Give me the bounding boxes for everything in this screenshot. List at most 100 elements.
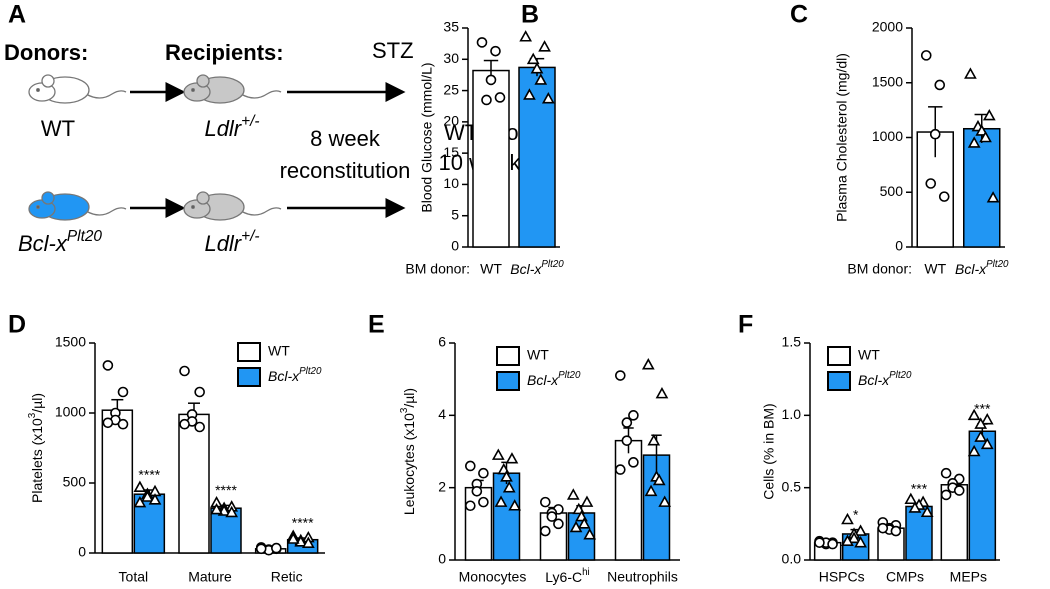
data-point <box>546 511 558 522</box>
data-point <box>652 473 666 486</box>
y-tick-label: 2000 <box>872 19 903 35</box>
x-tick-label: WT <box>924 261 946 277</box>
data-point <box>940 489 952 501</box>
x-tick-label: Monocytes <box>459 569 527 585</box>
mouse-eye <box>36 88 40 92</box>
x-tick-label: Total <box>119 569 149 585</box>
y-axis-label: Plasma Cholesterol (mg/dl) <box>834 53 850 222</box>
y-tick-label: 35 <box>443 19 459 35</box>
legend-swatch <box>827 346 851 366</box>
y-tick-label: 500 <box>63 474 87 490</box>
data-point <box>938 191 950 202</box>
data-point <box>967 136 981 148</box>
y-axis-label-part: Leukocytes (x10 <box>401 413 417 515</box>
mouse-eye <box>191 205 195 209</box>
significance-label: **** <box>292 515 314 531</box>
y-tick-label: 20 <box>443 113 459 129</box>
donors-label: Donors: <box>4 40 88 65</box>
y-tick-label: 30 <box>443 50 459 66</box>
x-axis-label: BM donor: <box>405 261 470 277</box>
bar <box>178 413 210 554</box>
y-axis-label-part: 3 <box>399 407 410 413</box>
data-point <box>540 496 551 508</box>
x-tick-label: Ly6-Chi <box>545 567 589 585</box>
data-point <box>974 417 988 429</box>
bar <box>101 409 134 554</box>
mouse-tail <box>240 207 282 216</box>
x-tick-label: HSPCs <box>819 569 865 585</box>
panel-label: C <box>790 1 808 29</box>
legend-label: WT <box>527 347 549 363</box>
significance-label: **** <box>215 482 237 498</box>
data-point <box>580 495 594 507</box>
data-point <box>485 74 497 86</box>
data-point <box>502 481 516 493</box>
legend-swatch <box>237 342 261 362</box>
mouse-icon <box>28 191 127 221</box>
data-point <box>929 128 941 140</box>
data-point <box>102 360 114 371</box>
y-tick-label: 1500 <box>872 73 903 89</box>
donor-label: WT <box>41 116 75 141</box>
data-point <box>628 457 639 468</box>
x-tick-label: Retic <box>271 569 303 585</box>
data-point <box>500 470 513 482</box>
mouse-ear <box>196 191 210 205</box>
legend-label: Bcl-xPlt20 <box>268 366 322 384</box>
x-tick-label-part: hi <box>582 567 590 578</box>
data-point <box>476 37 488 48</box>
x-tick-label: CMPs <box>886 569 924 585</box>
data-point <box>621 435 633 446</box>
x-tick-label-part: Ly6-C <box>545 569 582 585</box>
legend-label-part: Bcl-x <box>858 372 890 388</box>
data-point <box>904 492 918 505</box>
x-tick-label: Neutrophils <box>607 569 678 585</box>
data-point <box>814 537 825 548</box>
data-point <box>925 178 937 189</box>
x-tick-label-part: Plt20 <box>541 259 564 270</box>
y-tick-label: 25 <box>443 81 459 97</box>
mouse-eye <box>36 205 40 209</box>
data-point <box>877 522 889 534</box>
data-point <box>478 467 489 479</box>
data-point <box>979 130 992 143</box>
data-point <box>541 92 555 104</box>
bar <box>614 439 643 561</box>
data-point <box>471 485 483 497</box>
data-point <box>508 499 522 511</box>
mouse-tail <box>85 90 127 99</box>
y-axis-label-part: Platelets (x10 <box>29 418 45 503</box>
legend-label-part: Bcl-x <box>268 368 300 384</box>
y-axis-label-part: /µl) <box>29 393 45 413</box>
data-point <box>583 528 597 540</box>
data-point <box>494 92 506 103</box>
y-tick-label: 10 <box>443 175 459 191</box>
data-point <box>967 408 981 421</box>
data-point <box>974 430 988 442</box>
data-point <box>577 517 591 529</box>
mouse-eye <box>191 88 195 92</box>
x-tick-label: MEPs <box>950 569 987 585</box>
data-point <box>986 191 1000 203</box>
panel-label: B <box>521 1 539 29</box>
data-point <box>628 410 639 421</box>
x-tick-label: Mature <box>188 569 232 585</box>
y-tick-label: 500 <box>880 183 904 199</box>
data-point <box>179 365 190 377</box>
y-tick-label: 0.5 <box>782 478 802 494</box>
recipient-label: Ldlr+/- <box>204 228 259 256</box>
y-axis-label: Blood Glucose (mmol/L) <box>419 62 435 212</box>
data-point <box>615 370 626 381</box>
arrows <box>130 82 406 218</box>
donor-label: Bcl-xPlt20 <box>18 228 102 256</box>
legend-swatch <box>496 346 520 366</box>
mouse-icon <box>183 191 282 221</box>
y-tick-label: 0 <box>438 551 446 567</box>
panel-label: D <box>8 311 26 339</box>
panel-label: E <box>368 311 385 339</box>
data-point <box>569 520 583 533</box>
significance-label: *** <box>911 480 928 496</box>
significance-label: * <box>853 506 859 522</box>
y-tick-label: 0 <box>895 238 903 254</box>
mouse-ear <box>41 74 55 88</box>
